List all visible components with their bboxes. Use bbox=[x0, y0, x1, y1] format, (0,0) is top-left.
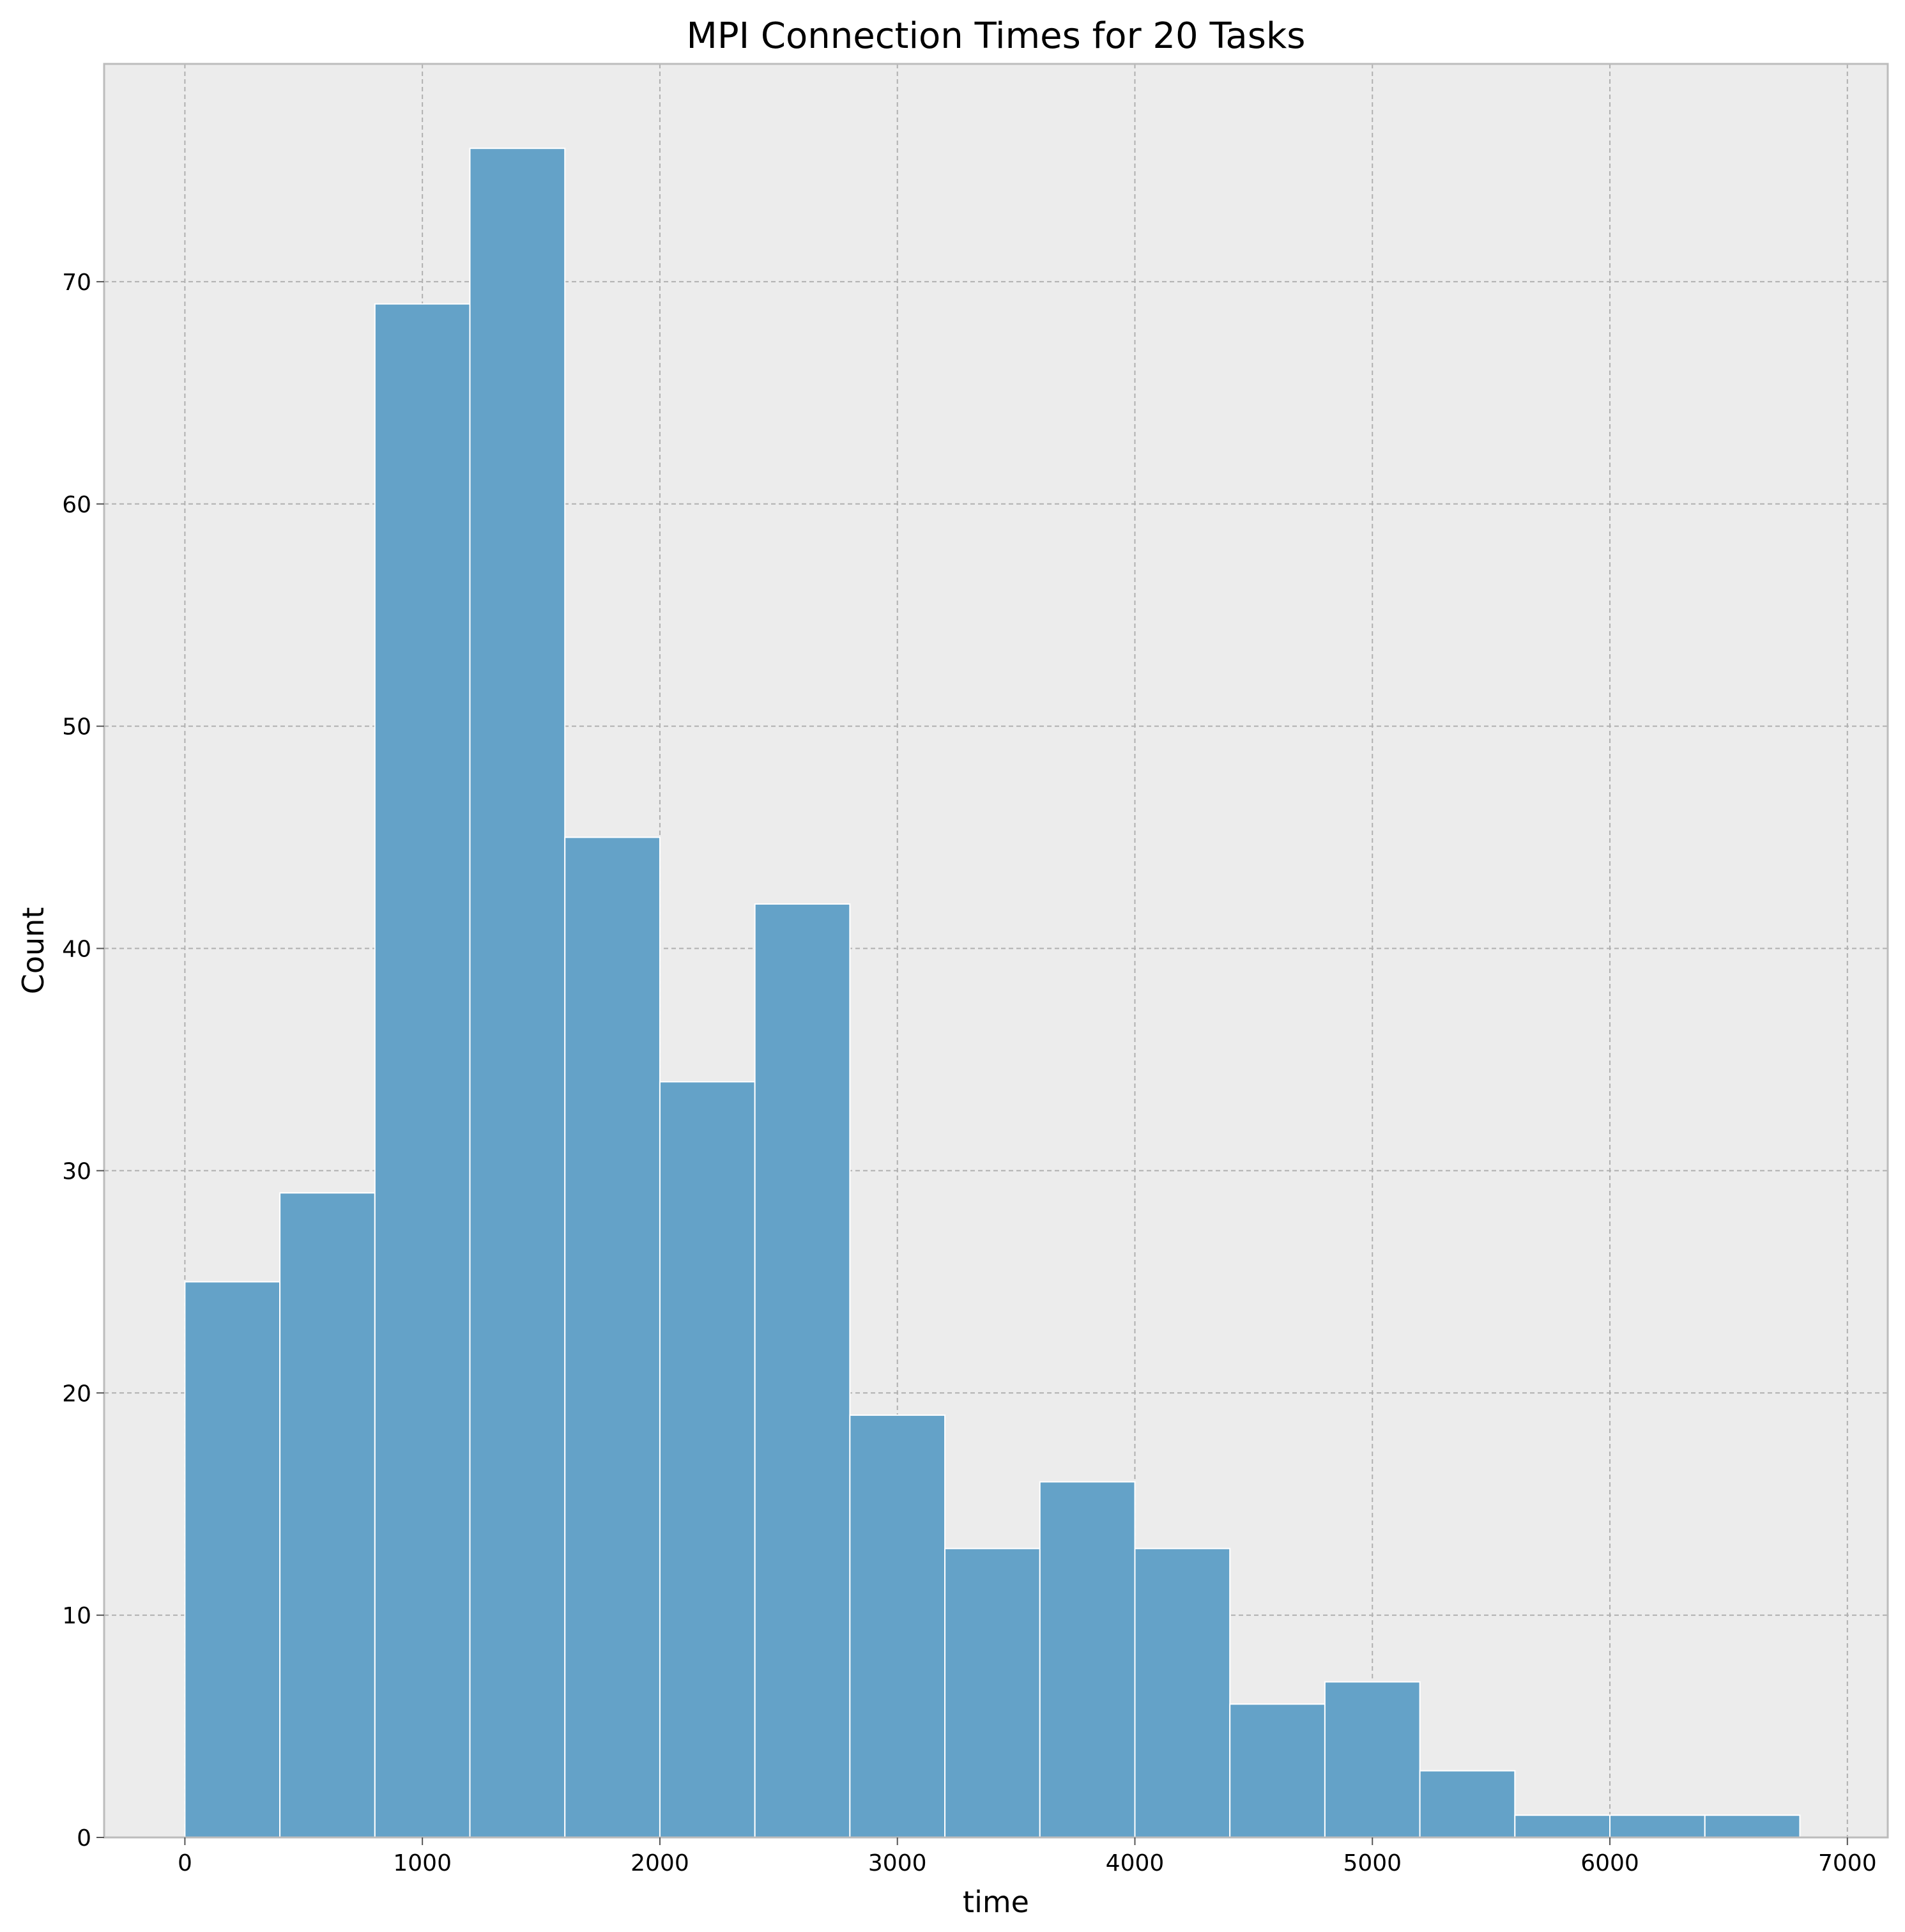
y-tick-label: 70 bbox=[62, 270, 91, 296]
x-tick-label: 6000 bbox=[1580, 1850, 1639, 1876]
x-tick-label: 1000 bbox=[393, 1850, 452, 1876]
histogram-bar bbox=[1134, 1547, 1231, 1839]
y-tick-label: 30 bbox=[62, 1158, 91, 1184]
y-axis-label: Count bbox=[16, 907, 50, 995]
histogram-bar bbox=[1514, 1814, 1611, 1839]
x-tick-label: 3000 bbox=[868, 1850, 927, 1876]
y-tick-label: 10 bbox=[62, 1603, 91, 1629]
histogram-bar bbox=[469, 148, 566, 1839]
plot-frame bbox=[103, 63, 1889, 1839]
histogram-bars bbox=[184, 148, 1801, 1839]
chart-title: MPI Connection Times for 20 Tasks bbox=[687, 15, 1306, 57]
y-axis-ticks: 0 10 20 30 40 50 60 70 bbox=[62, 270, 104, 1851]
histogram-bar bbox=[279, 1192, 376, 1839]
x-tick-label: 7000 bbox=[1818, 1850, 1877, 1876]
x-tick-label: 5000 bbox=[1343, 1850, 1402, 1876]
histogram-bar bbox=[659, 1081, 756, 1838]
x-tick-label: 4000 bbox=[1106, 1850, 1165, 1876]
y-tick-label: 20 bbox=[62, 1381, 91, 1407]
histogram-bar bbox=[1324, 1681, 1421, 1838]
x-axis-label: time bbox=[963, 1885, 1029, 1919]
x-axis-ticks: 0 1000 2000 3000 4000 5000 6000 7000 bbox=[178, 1837, 1877, 1876]
y-tick-label: 60 bbox=[62, 492, 91, 518]
histogram-bar bbox=[849, 1414, 946, 1838]
y-tick-label: 0 bbox=[77, 1825, 91, 1851]
histogram-bar bbox=[564, 836, 661, 1838]
y-tick-label: 50 bbox=[62, 714, 91, 740]
histogram-bar bbox=[1704, 1814, 1801, 1839]
y-tick-label: 40 bbox=[62, 937, 91, 963]
histogram-bar bbox=[944, 1547, 1041, 1839]
histogram-bar bbox=[1229, 1703, 1326, 1838]
x-tick-label: 2000 bbox=[631, 1850, 689, 1876]
x-tick-label: 0 bbox=[178, 1850, 192, 1876]
histogram-bar bbox=[1609, 1814, 1706, 1839]
histogram-bar bbox=[184, 1281, 281, 1838]
histogram-bar bbox=[1419, 1770, 1516, 1839]
histogram-bar bbox=[754, 903, 851, 1838]
histogram-bar bbox=[1039, 1481, 1136, 1838]
histogram-bar bbox=[374, 303, 471, 1839]
